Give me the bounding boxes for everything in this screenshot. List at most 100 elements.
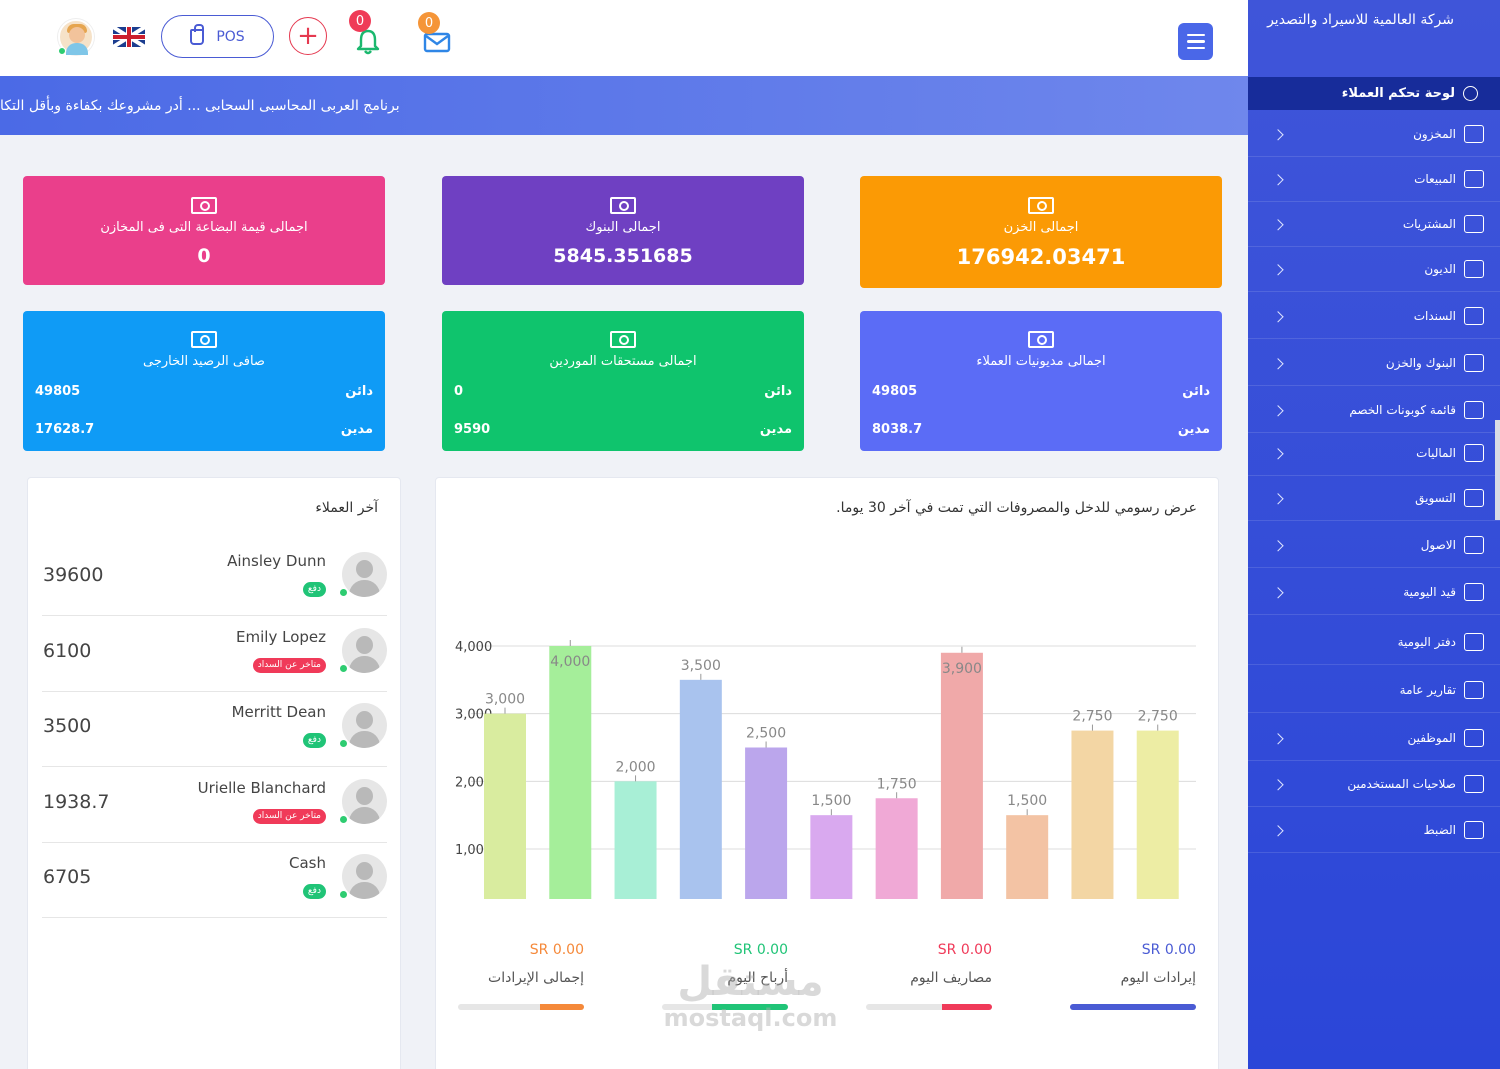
sidebar-item-label: قيد اليومية — [1403, 585, 1456, 599]
sidebar-item-label: لوحة تحكم العملاء — [1341, 86, 1455, 101]
kpi-value: SR 0.00 — [529, 942, 584, 958]
client-row[interactable]: 6705 Cash دفع — [42, 842, 387, 918]
client-row[interactable]: 3500 Merritt Dean دفع — [42, 691, 387, 767]
chevron-left-icon — [1272, 311, 1284, 323]
online-dot — [340, 664, 347, 672]
latest-clients-panel: آخر العملاء 39600 Ainsley Dunn دفع 6100 Emil… — [27, 477, 401, 1069]
sidebar-item-9[interactable]: الاصول — [1248, 523, 1500, 568]
scrollbar[interactable] — [1495, 420, 1500, 520]
sidebar-item-12[interactable]: تقارير عامة — [1248, 668, 1500, 713]
sidebar-item-3[interactable]: الديون — [1248, 247, 1500, 292]
client-name: Merritt Dean — [231, 703, 326, 721]
plus-icon: + — [297, 21, 319, 51]
bar-value-label: 1,750 — [877, 776, 917, 792]
chart-bar[interactable] — [1136, 730, 1179, 899]
chevron-left-icon — [1272, 825, 1284, 837]
client-amount: 39600 — [43, 564, 104, 586]
chart-bar[interactable] — [940, 652, 983, 899]
sidebar-item-8[interactable]: التسويق — [1248, 476, 1500, 521]
sidebar-item-label: قائمة كوبونات الخصم — [1349, 403, 1456, 417]
chart-bar[interactable] — [1006, 815, 1049, 899]
money-icon — [610, 197, 636, 214]
watermark-ar: مستقل — [677, 959, 824, 1005]
bar-value-label: 2,500 — [746, 726, 786, 742]
kpi-label: إجمالى الإيرادات — [488, 970, 584, 986]
chart-bar[interactable] — [614, 781, 657, 899]
kpi-label: مصاريف اليوم — [910, 970, 992, 986]
client-name: Urielle Blanchard — [197, 778, 326, 797]
client-amount: 3500 — [43, 715, 92, 737]
kpi-item: SR 0.00 إجمالى الإيرادات — [488, 942, 584, 986]
chart-bar[interactable] — [745, 747, 788, 900]
kpi-value: SR 0.00 — [733, 942, 788, 958]
gears-icon — [1464, 821, 1484, 839]
sidebar-item-label: السندات — [1413, 309, 1456, 323]
kpi-value: SR 0.00 — [1141, 942, 1196, 958]
credit-label: دائن — [764, 384, 792, 399]
sidebar-item-14[interactable]: صلاحيات المستخدمين — [1248, 762, 1500, 807]
bar-chart: 4,000 3,000 2,000 1,000 3,000 4,000 2,000 3,500… — [455, 640, 1196, 900]
client-avatar — [342, 552, 387, 597]
client-status-badge: دفع — [302, 582, 326, 597]
mail-icon[interactable] — [423, 30, 451, 54]
uk-flag-icon[interactable] — [113, 27, 145, 47]
y-tick-label: 1,000 — [455, 843, 492, 858]
check-circle-icon — [1464, 775, 1484, 793]
client-status-badge: دفع — [302, 884, 326, 899]
bar-value-label: 3,900 — [942, 661, 982, 677]
credit-label: دائن — [345, 384, 373, 399]
client-status-badge: دفع — [302, 733, 326, 748]
client-status-badge: متاخر عن السداد — [252, 808, 326, 824]
card-total-banks: اجمالى البنوك 5845.351685 — [442, 176, 804, 285]
y-tick-label: 2,000 — [455, 775, 492, 790]
sidebar-item-dashboard[interactable]: لوحة تحكم العملاء — [1248, 77, 1500, 110]
bell-icon[interactable] — [354, 28, 382, 56]
chevron-left-icon — [1272, 493, 1284, 505]
sidebar-item-13[interactable]: الموظفين — [1248, 716, 1500, 761]
sidebar-item-5[interactable]: البنوك والخزن — [1248, 341, 1500, 386]
panel-title: آخر العملاء — [315, 500, 378, 516]
sidebar: شركة العالمية للاسيراد والتصدير لوحة تحك… — [1248, 0, 1500, 1069]
client-status-badge: متاخر عن السداد — [252, 657, 326, 673]
client-row[interactable]: 6100 Emily Lopez متاخر عن السداد — [42, 616, 387, 692]
chart-bar[interactable] — [679, 679, 722, 899]
sidebar-item-6[interactable]: قائمة كوبونات الخصم — [1248, 388, 1500, 433]
cash-icon — [1464, 307, 1484, 325]
client-row[interactable]: 39600 Ainsley Dunn دفع — [42, 540, 387, 616]
announcement-text: برنامج العربى المحاسبى السحابى ... أدر م… — [0, 97, 400, 114]
chart-bar[interactable] — [549, 646, 592, 899]
messages-badge: 0 — [418, 12, 440, 34]
bar-value-label: 2,750 — [1138, 709, 1178, 725]
chevron-left-icon — [1272, 405, 1284, 417]
chart-bar[interactable] — [1071, 730, 1114, 899]
sidebar-item-label: الاصول — [1420, 538, 1456, 552]
pos-label: POS — [216, 28, 245, 45]
sidebar-item-2[interactable]: المشتريات — [1248, 202, 1500, 247]
sidebar-item-1[interactable]: المبيعات — [1248, 157, 1500, 202]
chart-title: عرض رسومي للدخل والمصروفات التي تمت في آ… — [836, 500, 1197, 516]
sidebar-item-0[interactable]: المخزون — [1248, 112, 1500, 157]
sidebar-item-7[interactable]: الماليات — [1248, 431, 1500, 476]
sidebar-item-11[interactable]: دفتر اليومية — [1248, 620, 1500, 665]
sidebar-item-15[interactable]: الضبط — [1248, 808, 1500, 853]
add-button[interactable]: + — [289, 17, 327, 55]
user-avatar[interactable] — [58, 19, 94, 55]
pos-button[interactable]: POS — [161, 15, 274, 58]
credit-card-icon — [1464, 215, 1484, 233]
chart-bar[interactable] — [875, 798, 918, 899]
client-row[interactable]: 1938.7 Urielle Blanchard متاخر عن السداد — [42, 767, 387, 843]
sidebar-item-10[interactable]: قيد اليومية — [1248, 570, 1500, 615]
chart-bar[interactable] — [810, 815, 853, 899]
card-title: اجمالى الخزن — [1003, 220, 1079, 235]
money-icon — [191, 197, 217, 214]
debt-icon — [1464, 260, 1484, 278]
chart-bar[interactable] — [484, 713, 526, 899]
chevron-left-icon — [1272, 174, 1284, 186]
journal-icon — [1464, 583, 1484, 601]
sidebar-item-label: البنوك والخزن — [1385, 356, 1456, 370]
sidebar-item-4[interactable]: السندات — [1248, 294, 1500, 339]
card-total-treasury: اجمالى الخزن 176942.03471 — [860, 176, 1222, 288]
menu-toggle-button[interactable] — [1178, 23, 1213, 60]
client-avatar — [342, 703, 387, 748]
card-title: اجمالى مستحقات الموردين — [549, 354, 697, 369]
